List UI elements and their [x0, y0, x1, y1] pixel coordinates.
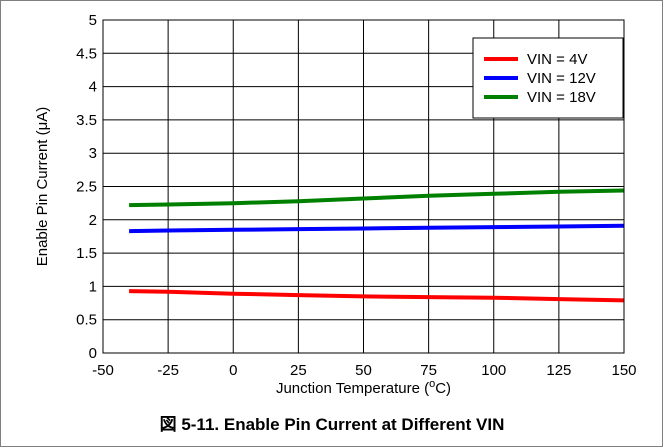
- x-tick-label: 100: [481, 362, 506, 379]
- y-tick-label: 1.5: [76, 245, 97, 262]
- x-tick-labels: -50 -25 0 25 50 75 100 125 150: [92, 362, 636, 379]
- legend-label-3: VIN = 18V: [527, 89, 596, 106]
- y-tick-label: 3: [89, 145, 97, 162]
- series-line-2: [129, 223, 625, 234]
- y-axis-title: Enable Pin Current (μA): [34, 107, 51, 267]
- y-tick-label: 0: [89, 345, 97, 362]
- series-layer: [129, 188, 625, 303]
- x-tick-label: 0: [229, 362, 237, 379]
- legend: VIN = 4V VIN = 12V VIN = 18V: [472, 37, 624, 119]
- x-tick-label: 25: [290, 362, 307, 379]
- x-tick-label: -25: [157, 362, 179, 379]
- y-tick-label: 1: [89, 278, 97, 295]
- legend-label-1: VIN = 4V: [527, 51, 587, 68]
- y-tick-label: 2.5: [76, 179, 97, 196]
- x-tick-label: 50: [355, 362, 372, 379]
- grid: [102, 19, 625, 354]
- y-tick-label: 2: [89, 212, 97, 229]
- series-line-1: [129, 289, 625, 303]
- x-tick-label: 125: [546, 362, 571, 379]
- x-tick-label: -50: [92, 362, 114, 379]
- legend-label-2: VIN = 12V: [527, 70, 596, 87]
- y-tick-label: 5: [89, 12, 97, 29]
- x-tick-label: 150: [611, 362, 636, 379]
- plot-area-border: [102, 19, 625, 354]
- y-tick-label: 4.5: [76, 45, 97, 62]
- x-tick-label: 75: [420, 362, 437, 379]
- series-line-3: [129, 188, 625, 208]
- y-tick-label: 0.5: [76, 312, 97, 329]
- x-axis-title: Junction Temperature (oC): [276, 378, 451, 397]
- y-tick-labels: 0 0.5 1 1.5 2 2.5 3 3.5 4 4.5 5: [76, 12, 97, 362]
- y-tick-label: 4: [89, 79, 97, 96]
- figure-caption: 図 5-11. Enable Pin Current at Different …: [160, 415, 505, 434]
- y-tick-label: 3.5: [76, 112, 97, 129]
